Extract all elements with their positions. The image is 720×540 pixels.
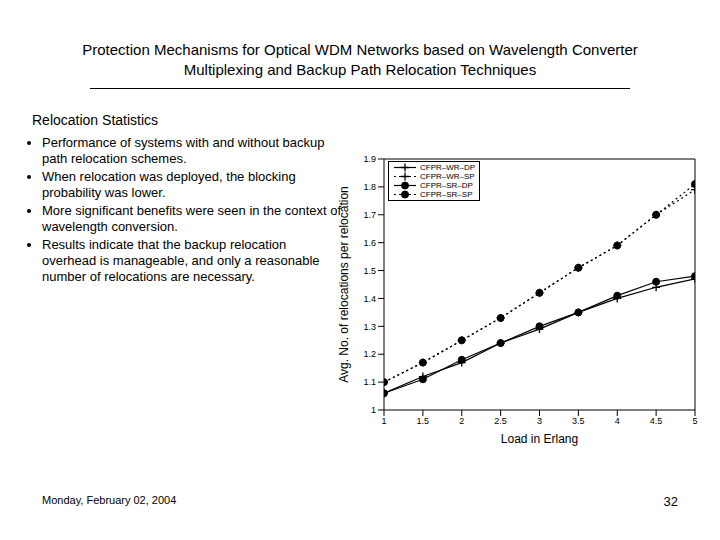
html-text:CFPR–SR–SP: CFPR–SR–SP [420,190,473,199]
html-text:Monday, February 02, 2004: Monday, February 02, 2004 [42,494,177,506]
svg-text:1.4: 1.4 [363,294,376,304]
svg-text:4.5: 4.5 [650,416,663,426]
svg-text:1.5: 1.5 [363,266,376,276]
svg-text:1.8: 1.8 [363,182,376,192]
svg-text:1: 1 [371,405,376,415]
svg-text:4: 4 [615,416,620,426]
svg-text:1.5: 1.5 [417,416,430,426]
svg-text:1.2: 1.2 [363,349,376,359]
html-text:CFPR–WR–SP: CFPR–WR–SP [420,172,475,181]
svg-text:3.5: 3.5 [572,416,585,426]
svg-text:Avg. No. of relocations per re: Avg. No. of relocations per relocation [337,186,351,383]
html-text:When relocation was deployed,: When relocation was deployed, the blocki… [42,169,296,200]
svg-text:1.6: 1.6 [363,238,376,248]
html-text:Protection Mechanisms for Opti: Protection Mechanisms for Optical WDM Ne… [82,41,638,78]
html-text:Relocation Statistics: Relocation Statistics [32,112,159,128]
svg-text:1.7: 1.7 [363,210,376,220]
html-text:CFPR–WR–DP: CFPR–WR–DP [420,163,476,172]
svg-text:1.3: 1.3 [363,322,376,332]
svg-text:1.9: 1.9 [363,154,376,164]
html-text:More significant benefits were: More significant benefits were seen in t… [42,203,342,234]
svg-text:3: 3 [537,416,542,426]
svg-text:2: 2 [459,416,464,426]
html-text:CFPR–SR–DP: CFPR–SR–DP [420,181,473,190]
html-text:32: 32 [663,494,678,509]
svg-text:1.1: 1.1 [363,377,376,387]
svg-text:Load in Erlang: Load in Erlang [501,432,578,446]
html-text:Results indicate that the back: Results indicate that the backup relocat… [42,237,320,284]
svg-text:2.5: 2.5 [494,416,507,426]
svg-text:1: 1 [381,416,386,426]
svg-text:5: 5 [692,416,697,426]
html-text:Performance of systems with an: Performance of systems with and without … [42,135,325,166]
